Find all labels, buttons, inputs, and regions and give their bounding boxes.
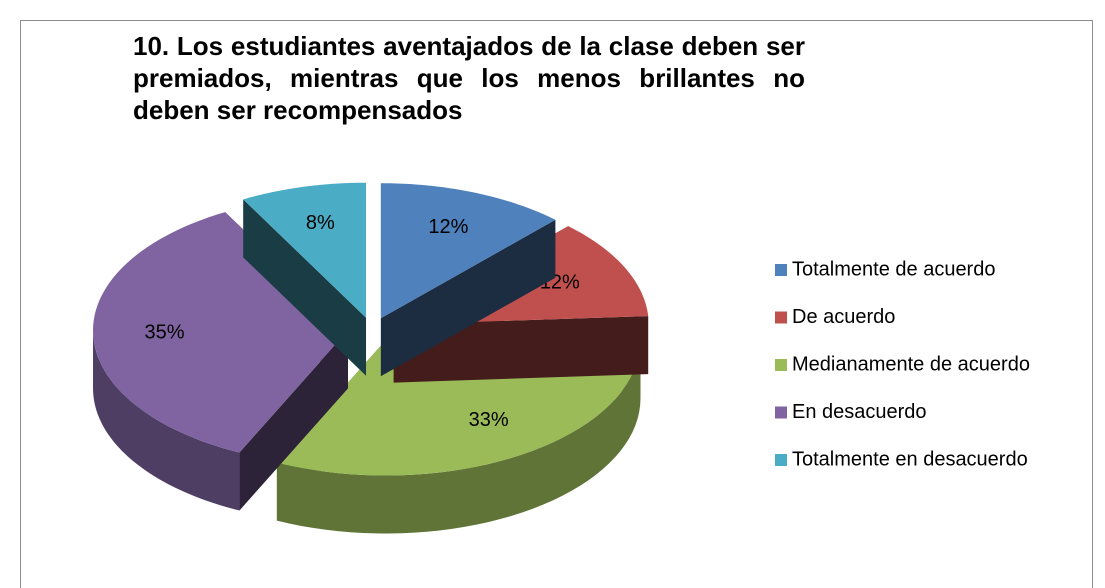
data-label: 8%	[306, 212, 335, 234]
slice: 12%	[380, 183, 556, 377]
slice-top	[243, 182, 367, 318]
slice-top	[380, 183, 556, 319]
slice-wall	[243, 199, 367, 376]
legend-swatch	[775, 406, 787, 419]
legend-label: En desacuerdo	[792, 401, 927, 423]
legend-label: De acuerdo	[792, 306, 895, 328]
legend-label: Totalmente de acuerdo	[792, 258, 995, 280]
slice-wall	[380, 219, 556, 377]
data-label: 35%	[144, 322, 184, 344]
legend-swatch	[775, 454, 787, 466]
slice: 8%	[243, 182, 367, 376]
legend-swatch	[775, 359, 787, 371]
chart-title: 10. Los estudiantes aventajados de la cl…	[133, 31, 805, 125]
slice-wall	[239, 330, 349, 511]
chart-frame	[20, 20, 1093, 588]
legend-swatch	[775, 264, 787, 276]
legend-swatch	[775, 311, 787, 324]
data-label: 12%	[428, 216, 468, 238]
data-label: 33%	[469, 409, 509, 431]
slice-side	[93, 330, 240, 511]
legend-label: Medianamente de acuerdo	[792, 353, 1030, 375]
legend-label: Totalmente en desacuerdo	[792, 448, 1028, 470]
pie: 33%35%12%12%8%	[93, 182, 649, 534]
slice-side	[276, 340, 641, 534]
